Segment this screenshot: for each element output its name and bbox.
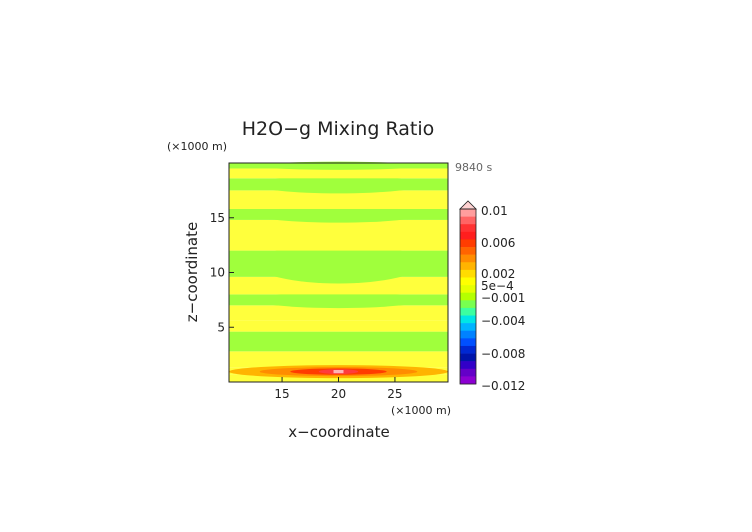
y-axis-label: z−coordinate: [183, 222, 201, 322]
colorbar-swatch: [460, 231, 476, 240]
colorbar-label: 0.006: [481, 236, 515, 250]
colorbar-frame: [459, 208, 477, 385]
colorbar-label: 0.01: [481, 204, 508, 218]
colorbar-swatch: [460, 300, 476, 309]
colorbar-swatch: [460, 368, 476, 377]
colorbar-label: 5e−4: [481, 279, 514, 293]
contour-lens: [255, 206, 422, 223]
colorbar-swatch: [460, 269, 476, 278]
contour-band: [229, 276, 448, 295]
colorbar-swatch: [460, 216, 476, 225]
colorbar-label: −0.012: [481, 379, 525, 393]
colorbar-swatch: [460, 254, 476, 263]
colorbar-swatch: [460, 239, 476, 248]
colorbar-swatch: [460, 353, 476, 362]
colorbar-swatch: [460, 277, 476, 286]
colorbar-label: −0.001: [481, 291, 525, 305]
y-tick-label: 10: [210, 266, 225, 280]
moisture-max: [333, 369, 344, 374]
contour-lens: [255, 244, 422, 284]
contour-band: [229, 351, 448, 368]
contour-lens: [255, 161, 422, 170]
x-tick-label: 15: [274, 387, 289, 401]
colorbar-swatch: [460, 285, 476, 293]
colorbar-swatch: [460, 292, 476, 301]
y-tick-label: 15: [210, 211, 225, 225]
y-unit-label: (×1000 m): [167, 140, 227, 153]
contour-band: [229, 305, 448, 321]
x-tick-label: 25: [387, 387, 402, 401]
x-tick-label: 20: [331, 387, 346, 401]
contour-band: [229, 219, 448, 251]
colorbar-swatch: [460, 307, 476, 316]
colorbar-label: −0.004: [481, 314, 525, 328]
colorbar-swatch: [460, 209, 476, 217]
contour-band: [229, 320, 448, 332]
time-label: 9840 s: [455, 161, 492, 174]
y-ticks: 5 10 15: [210, 211, 234, 334]
colorbar-label: 0.002: [481, 267, 515, 281]
colorbar-swatch: [460, 376, 476, 385]
y-tick-label: 5: [217, 320, 225, 334]
colorbar-swatch: [460, 262, 476, 271]
x-ticks: 15 20 25: [274, 377, 403, 401]
colorbar-swatch: [460, 330, 476, 339]
colorbar-swatch: [460, 224, 476, 233]
contour-band: [229, 168, 448, 179]
colorbar-cap: [459, 200, 477, 210]
colorbar-swatch: [460, 338, 476, 347]
colorbar-swatch: [460, 323, 476, 332]
x-axis-label: x−coordinate: [288, 423, 389, 441]
contour-lens: [255, 175, 422, 194]
colorbar-swatch: [460, 315, 476, 324]
contour-band: [229, 331, 448, 352]
colorbar-label: −0.008: [481, 347, 525, 361]
contour-band: [229, 190, 448, 209]
colorbar-swatch: [460, 361, 476, 370]
chart-title: H2O−g Mixing Ratio: [242, 118, 434, 140]
colorbar-swatch: [460, 247, 476, 255]
contour-lens: [255, 291, 422, 309]
plot-area: [229, 161, 448, 382]
colorbar-swatch: [460, 345, 476, 354]
x-unit-label: (×1000 m): [391, 404, 451, 417]
